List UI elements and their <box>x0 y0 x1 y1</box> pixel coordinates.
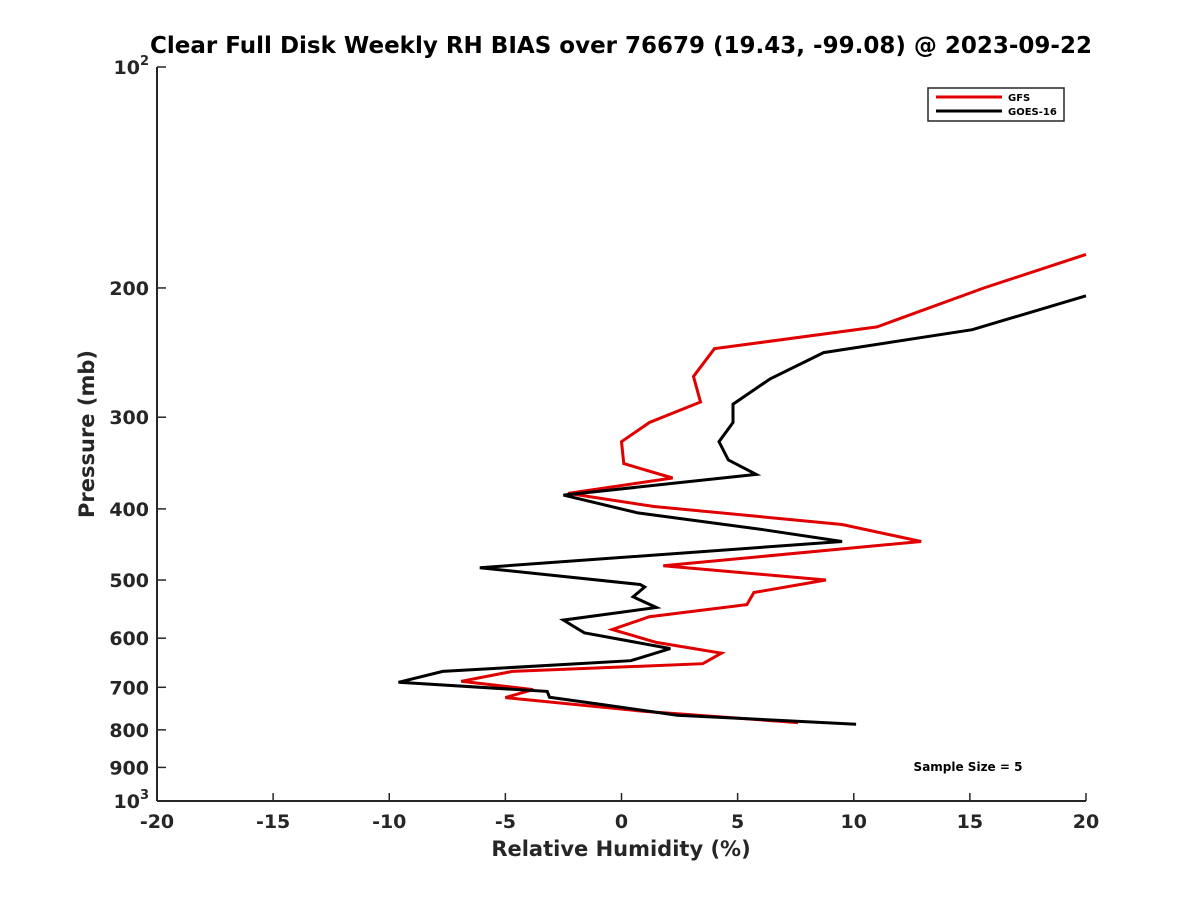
y-tick-label: 500 <box>109 570 149 592</box>
x-axis-ticks: -20 -15 -10 -5 0 5 10 15 20 <box>140 793 1099 833</box>
x-tick-label: 5 <box>731 811 744 833</box>
x-tick-label: 0 <box>615 811 628 833</box>
series-line-gfs <box>460 252 1087 725</box>
y-tick-label: 400 <box>109 499 149 521</box>
y-tick-label: 200 <box>109 278 149 300</box>
legend-box <box>927 87 1065 122</box>
y-tick-label: 900 <box>109 757 149 779</box>
series-layer <box>398 252 1087 726</box>
x-tick-label: 15 <box>957 811 983 833</box>
y-tick-label: 300 <box>109 407 149 429</box>
y-tick-label: 600 <box>109 628 149 650</box>
x-axis-label: Relative Humidity (%) <box>491 837 750 861</box>
x-tick-label: -10 <box>372 811 406 833</box>
legend: GFS GOES-16 <box>927 87 1065 122</box>
series-line-goes16 <box>398 294 1087 726</box>
x-tick-label: -5 <box>495 811 516 833</box>
x-tick-label: 20 <box>1073 811 1099 833</box>
legend-label-gfs: GFS <box>1008 93 1030 104</box>
y-tick-label: 800 <box>109 720 149 742</box>
y-axis-ticks: 102 200 300 400 500 600 700 800 900 103 <box>109 54 166 813</box>
x-tick-label: -15 <box>256 811 290 833</box>
legend-label-goes16: GOES-16 <box>1008 107 1057 118</box>
sample-size-annotation: Sample Size = 5 <box>914 760 1023 774</box>
chart-title: Clear Full Disk Weekly RH BIAS over 7667… <box>150 33 1092 59</box>
y-tick-label: 102 <box>114 54 150 79</box>
y-tick-label: 700 <box>109 677 149 699</box>
x-tick-label: -20 <box>140 811 174 833</box>
y-tick-label: 103 <box>114 788 150 813</box>
plot-area <box>157 67 1086 801</box>
x-tick-label: 10 <box>841 811 867 833</box>
y-axis-label: Pressure (mb) <box>75 350 99 518</box>
